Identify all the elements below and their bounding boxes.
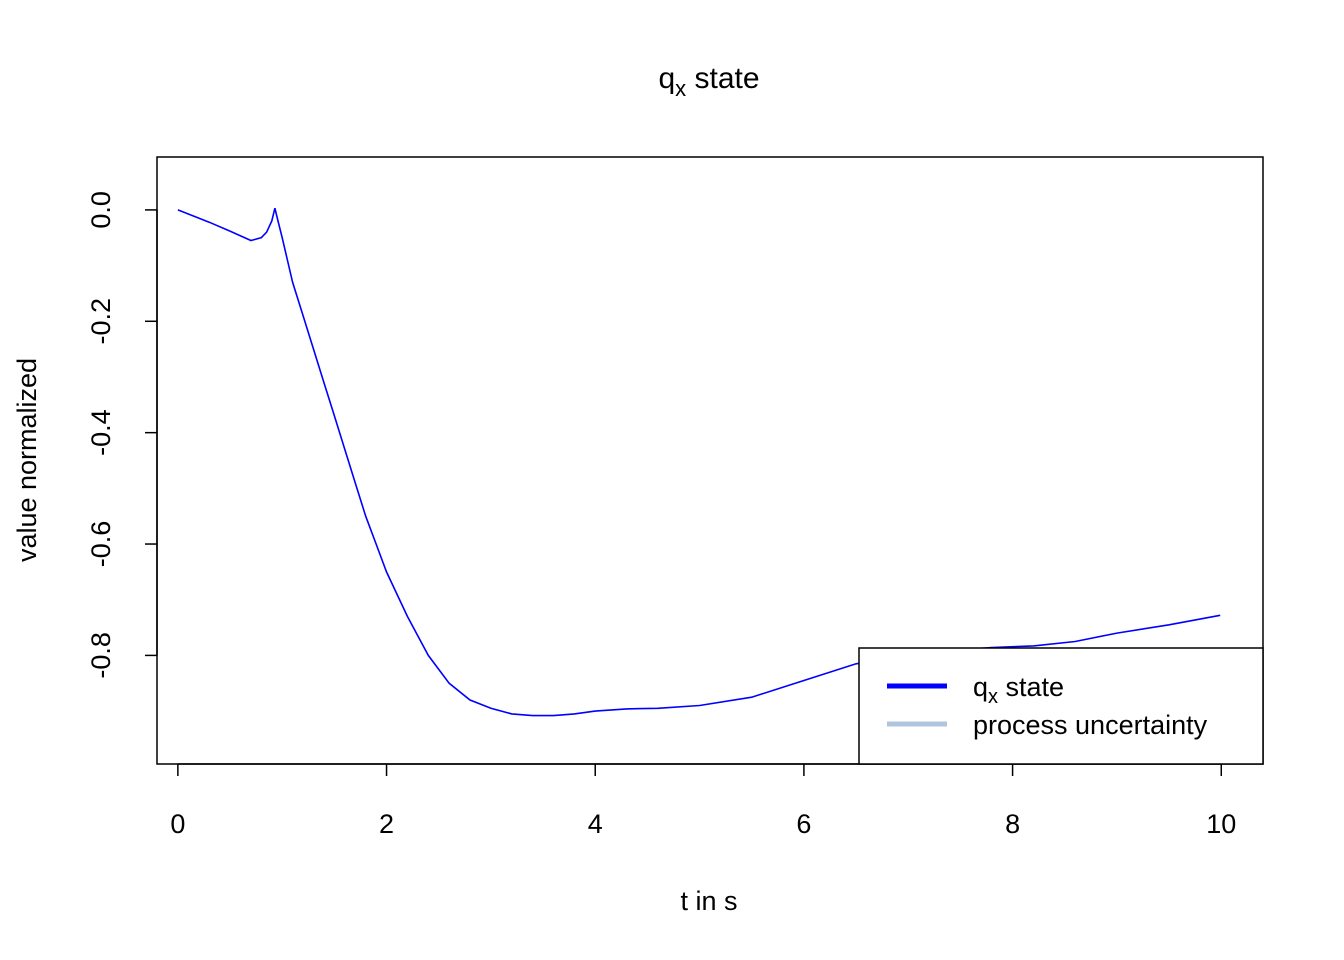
x-tick-label: 4 (588, 809, 603, 839)
x-tick-label: 0 (170, 809, 185, 839)
x-tick-label: 6 (796, 809, 811, 839)
legend: qx state process uncertainty (858, 647, 1264, 765)
legend-label-qx-state: qx state (973, 672, 1064, 708)
legend-label-qx-rest: state (998, 672, 1064, 702)
chart-title: qx state (658, 62, 759, 101)
legend-label-qx-base: q (973, 672, 988, 702)
y-tick-label: -0.4 (86, 409, 116, 456)
x-tick-label: 10 (1206, 809, 1236, 839)
x-axis-label: t in s (680, 886, 737, 916)
legend-box (858, 647, 1264, 765)
x-tick-label: 8 (1005, 809, 1020, 839)
y-axis-label: value normalized (12, 358, 42, 562)
y-axis: 0.0 -0.2 -0.4 -0.6 -0.8 (86, 191, 158, 679)
chart-title-rest: state (686, 62, 759, 95)
chart-title-base: q (658, 62, 675, 95)
y-tick-label: 0.0 (86, 191, 116, 229)
y-tick-label: -0.8 (86, 632, 116, 679)
series-line-qx-state (177, 208, 1221, 717)
y-tick-label: -0.2 (86, 298, 116, 345)
x-tick-label: 2 (379, 809, 394, 839)
chart-title-subscript: x (675, 76, 686, 101)
legend-label-process-uncertainty: process uncertainty (973, 710, 1208, 740)
x-axis: 0 2 4 6 8 10 (170, 763, 1236, 839)
y-tick-label: -0.6 (86, 521, 116, 568)
legend-label-qx-subscript: x (988, 686, 998, 708)
